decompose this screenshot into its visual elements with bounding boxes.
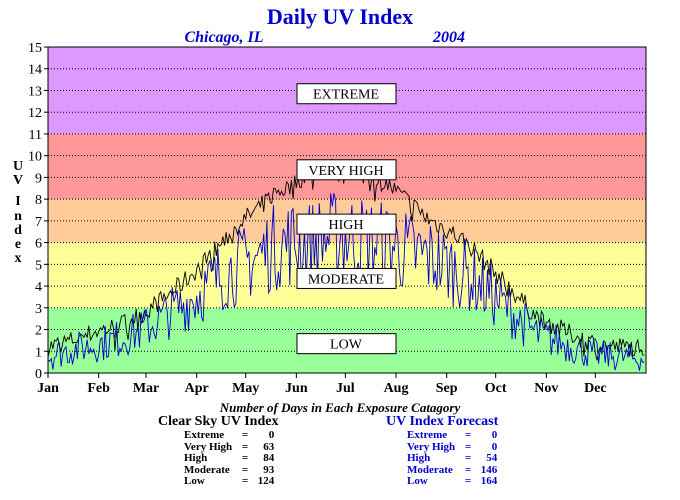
y-axis-label-char: x xyxy=(15,251,22,266)
y-tick-label: 3 xyxy=(35,302,42,317)
count-label: Low xyxy=(407,475,428,487)
count-value: 93 xyxy=(263,463,275,476)
count-value: 146 xyxy=(480,463,498,476)
y-tick-label: 1 xyxy=(35,345,42,360)
y-tick-label: 13 xyxy=(28,84,42,99)
y-tick-label: 11 xyxy=(29,128,42,143)
count-value: 0 xyxy=(491,440,498,453)
band-label: VERY HIGH xyxy=(308,164,383,179)
band-label-box xyxy=(296,213,397,235)
count-value: 164 xyxy=(480,475,498,487)
count-label: Extreme xyxy=(407,429,448,441)
count-value: 0 xyxy=(268,429,275,441)
x-tick-label: Aug xyxy=(384,381,409,396)
band-label-box xyxy=(296,83,397,105)
band-label-box xyxy=(296,267,397,289)
clear-sky-stats: Clear Sky UV Index Extreme = 0 Very High = 6… xyxy=(158,414,279,487)
grid-lines xyxy=(48,68,646,352)
y-axis-label-char: U xyxy=(13,159,23,174)
y-axis-label-char: e xyxy=(15,237,21,252)
count-label: Extreme xyxy=(184,429,225,441)
count-label: Moderate xyxy=(184,463,230,476)
chart-subtitle-location: Chicago, IL xyxy=(184,29,263,46)
forecast-heading: UV Index Forecast xyxy=(386,414,499,429)
count-label: Very High xyxy=(407,440,456,453)
forecast-stats: UV Index Forecast Extreme = 0 Very High = 0 … xyxy=(386,414,499,487)
y-tick-label: 12 xyxy=(28,106,42,121)
count-value: 124 xyxy=(257,475,275,487)
y-tick-label: 4 xyxy=(35,280,42,295)
y-tick-label: 0 xyxy=(35,367,42,382)
y-tick-label: 10 xyxy=(28,150,42,165)
y-tick-label: 2 xyxy=(35,324,42,339)
count-label: Moderate xyxy=(407,463,453,476)
y-axis-label-char: V xyxy=(13,173,23,188)
count-label: High xyxy=(184,452,208,464)
count-label: Low xyxy=(184,475,205,487)
y-axis-label-char: I xyxy=(15,194,20,209)
y-tick-label: 9 xyxy=(35,171,42,186)
x-axis: Jan Feb Mar Apr May Jun Jul Aug Sep Oct Nov Dec xyxy=(37,373,607,396)
footer-title: Number of Days in Each Exposure Catagory xyxy=(219,400,461,415)
count-value: 84 xyxy=(263,452,275,464)
count-value: 63 xyxy=(263,440,275,453)
x-tick-label: Dec xyxy=(584,381,607,396)
y-tick-label: 5 xyxy=(35,258,42,273)
x-tick-label: Jun xyxy=(285,381,308,396)
x-tick-label: Mar xyxy=(133,381,159,396)
y-tick-label: 8 xyxy=(35,193,42,208)
x-tick-label: Nov xyxy=(534,381,558,396)
plot-frame xyxy=(47,46,647,374)
x-tick-label: Jan xyxy=(37,381,59,396)
y-axis-label-char: n xyxy=(14,209,22,224)
x-tick-label: Oct xyxy=(485,381,507,396)
band-label-box xyxy=(296,333,397,355)
y-axis-label-char: d xyxy=(14,223,22,238)
band-label: HIGH xyxy=(329,218,364,233)
count-label: Very High xyxy=(184,440,233,453)
y-tick-label: 15 xyxy=(28,41,42,56)
count-value: 54 xyxy=(486,452,498,464)
band-label: LOW xyxy=(330,338,363,353)
band-label: MODERATE xyxy=(308,272,384,287)
y-tick-label: 14 xyxy=(28,63,42,78)
x-tick-label: May xyxy=(232,381,259,396)
band-label-box xyxy=(296,159,397,181)
x-tick-label: Apr xyxy=(185,381,209,396)
chart-subtitle-year: 2004 xyxy=(432,29,465,46)
count-label: High xyxy=(407,452,431,464)
chart-title: Daily UV Index xyxy=(267,4,413,29)
clear-sky-heading: Clear Sky UV Index xyxy=(158,414,279,429)
band-label: EXTREME xyxy=(313,88,379,103)
band-labels: EXTREME VERY HIGH HIGH MODERATE LOW xyxy=(296,83,397,355)
y-tick-label: 7 xyxy=(35,215,42,230)
series-forecast-line xyxy=(47,193,645,371)
x-tick-label: Feb xyxy=(87,381,110,396)
y-tick-label: 6 xyxy=(35,237,42,252)
x-tick-label: Jul xyxy=(336,381,355,396)
count-value: 0 xyxy=(491,429,498,441)
x-tick-label: Sep xyxy=(436,381,458,396)
